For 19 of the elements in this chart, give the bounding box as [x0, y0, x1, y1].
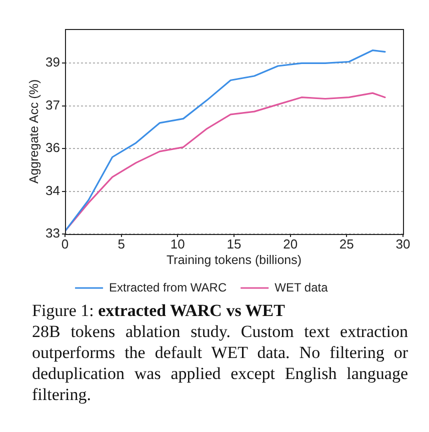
legend-label: WET data [274, 280, 328, 294]
y-tick-label: 33 [46, 226, 60, 241]
x-tick-label: 0 [61, 236, 69, 252]
x-tick-label: 15 [226, 236, 242, 252]
y-tick-label: 36 [46, 140, 60, 156]
x-axis-title: Training tokens (billions) [166, 252, 302, 267]
y-tick-label: 39 [46, 54, 60, 70]
text: 28B tokens ablation study. Custom text extraction outperforms the default WET data. No filtering or deduplication was applied except English language filtering. [32, 322, 408, 404]
x-tick-label: 10 [170, 236, 185, 252]
y-axis-title: Aggregate Acc (%) [26, 79, 41, 184]
x-tick-label: 25 [339, 236, 354, 252]
x-tick-label: 20 [283, 236, 298, 252]
y-tick-label: 37 [46, 97, 60, 112]
text: extracted WARC vs WET [98, 301, 285, 320]
caption: Figure 1: [32, 301, 94, 320]
x-tick-label: 30 [396, 236, 410, 252]
x-tick-label: 5 [118, 236, 125, 252]
y-tick-label: 34 [46, 182, 60, 198]
legend-label: Extracted from WARC [109, 280, 227, 294]
